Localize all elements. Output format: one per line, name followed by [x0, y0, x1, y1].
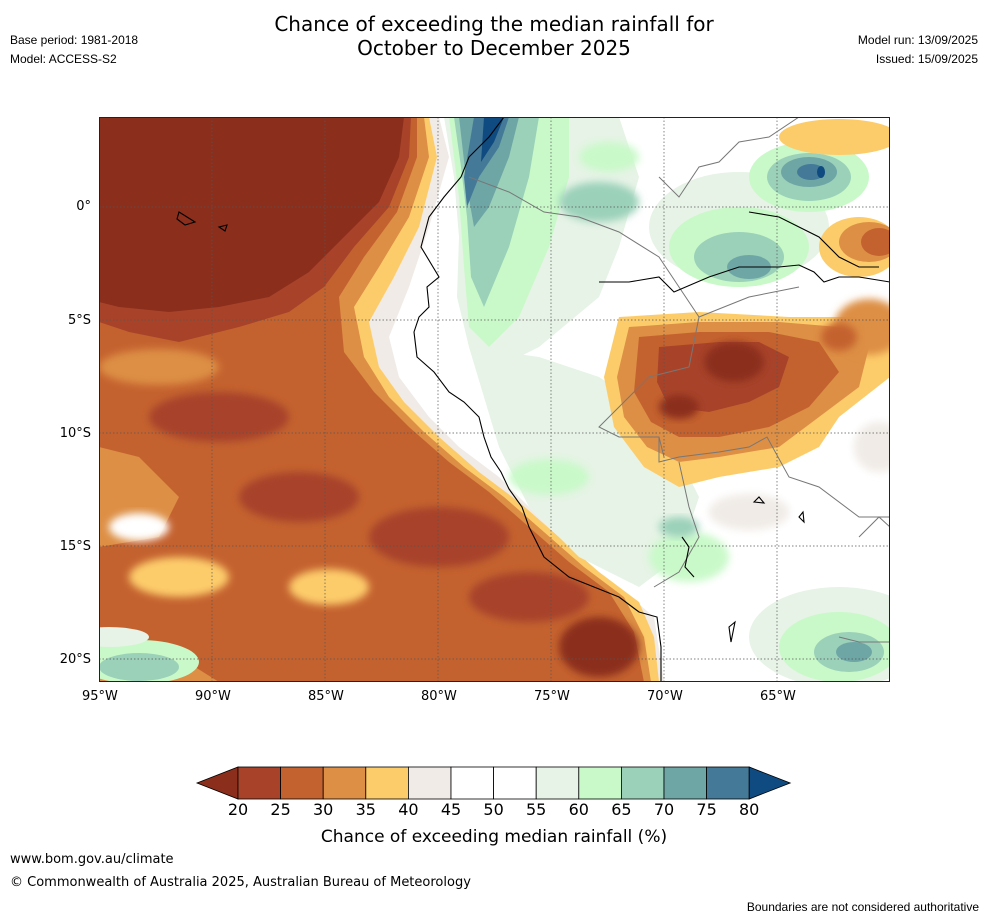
- colorbar-cell: [493, 766, 537, 800]
- map-frame: [99, 117, 890, 682]
- colorbar-tick-label: 30: [313, 800, 334, 819]
- colorbar-cell: [237, 766, 281, 800]
- colorbar-tick-label: 70: [653, 800, 675, 819]
- wet-anomaly-andes: [444, 117, 729, 587]
- lon-tick: 80°W: [421, 689, 457, 704]
- colorbar: [195, 766, 792, 800]
- colorbar-cell: [365, 766, 409, 800]
- colorbar-tick-label: 60: [568, 800, 589, 819]
- colorbar-tick-label: 50: [483, 800, 504, 819]
- colorbar-tick-label: 25: [270, 800, 291, 819]
- graticule: [99, 117, 890, 682]
- colorbar-cell: [535, 766, 580, 800]
- lon-tick: 85°W: [308, 689, 344, 704]
- coastline: [176, 117, 890, 682]
- colorbar-tick-label: 65: [611, 800, 632, 819]
- lon-tick: 90°W: [195, 689, 231, 704]
- colorbar-cell: [578, 766, 622, 800]
- colorbar-title: Chance of exceeding median rainfall (%): [320, 827, 668, 847]
- colorbar-cell: [620, 766, 665, 800]
- lat-tick: 0°: [76, 199, 91, 214]
- lon-tick: 75°W: [534, 689, 570, 704]
- lat-tick: 5°S: [67, 313, 91, 328]
- colorbar-tick-label: 80: [739, 800, 760, 819]
- colorbar-cell: [450, 766, 494, 800]
- colorbar-tick-label: 45: [440, 800, 462, 819]
- colorbar-cell: [280, 766, 324, 800]
- colorbar-tick-label: 35: [355, 800, 376, 819]
- colorbar-cell: [322, 766, 367, 800]
- colorbar-tick-label: 55: [526, 800, 547, 819]
- map-title: Chance of exceeding the median rainfall …: [0, 12, 988, 60]
- colorbar-tick-label: 40: [398, 800, 419, 819]
- lat-tick: 20°S: [59, 652, 91, 667]
- colorbar-tick-label: 20: [227, 800, 249, 819]
- base-period-label: Base period: 1981-2018: [10, 33, 139, 47]
- copyright-notice: © Commonwealth of Australia 2025, Austra…: [10, 875, 471, 890]
- map-canvas: [99, 117, 890, 682]
- lon-tick: 65°W: [760, 689, 796, 704]
- colorbar-arrow-high: [748, 766, 792, 800]
- dry-anomaly-inland: [604, 299, 890, 530]
- lon-tick: 95°W: [82, 689, 118, 704]
- title-line-2: October to December 2025: [357, 36, 631, 60]
- lat-tick: 15°S: [59, 539, 91, 554]
- website-link[interactable]: www.bom.gov.au/climate: [10, 852, 174, 867]
- lon-tick: 70°W: [647, 689, 683, 704]
- model-label: Model: ACCESS-S2: [10, 52, 117, 66]
- colorbar-cell: [407, 766, 452, 800]
- model-run-label: Model run: 13/09/2025: [857, 33, 978, 47]
- country-borders: [468, 117, 890, 643]
- issued-label: Issued: 15/09/2025: [875, 52, 978, 66]
- colorbar-tick-label: 75: [696, 800, 717, 819]
- latitude-axis: 0° 5°S 10°S 15°S 20°S: [0, 0, 91, 919]
- colorbar-arrow-low: [195, 766, 239, 800]
- wet-anomaly-amazon: [649, 119, 890, 287]
- wet-anomaly-southeast: [99, 587, 890, 682]
- title-line-1: Chance of exceeding the median rainfall …: [274, 12, 714, 36]
- dry-anomaly-ocean: [99, 117, 664, 682]
- boundaries-disclaimer: Boundaries are not considered authoritat…: [746, 900, 979, 914]
- colorbar-cell: [663, 766, 707, 800]
- colorbar-cell: [706, 766, 750, 800]
- lat-tick: 10°S: [59, 426, 91, 441]
- rainfall-probability-map: [99, 117, 890, 682]
